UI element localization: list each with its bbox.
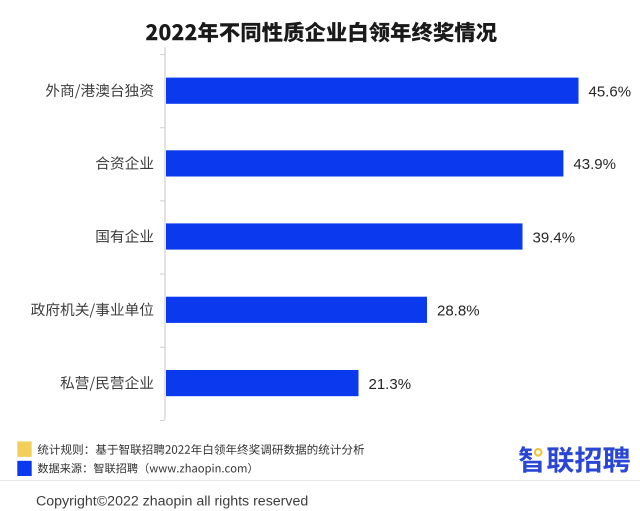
svg-text:21.3%: 21.3% [369,376,412,393]
svg-text:39.4%: 39.4% [533,229,576,246]
svg-text:28.8%: 28.8% [437,303,480,320]
svg-text:43.9%: 43.9% [573,156,616,173]
svg-text:45.6%: 45.6% [589,84,632,101]
svg-text:Copyright©2022 zhaopin all rig: Copyright©2022 zhaopin all rights reserv… [36,494,308,510]
